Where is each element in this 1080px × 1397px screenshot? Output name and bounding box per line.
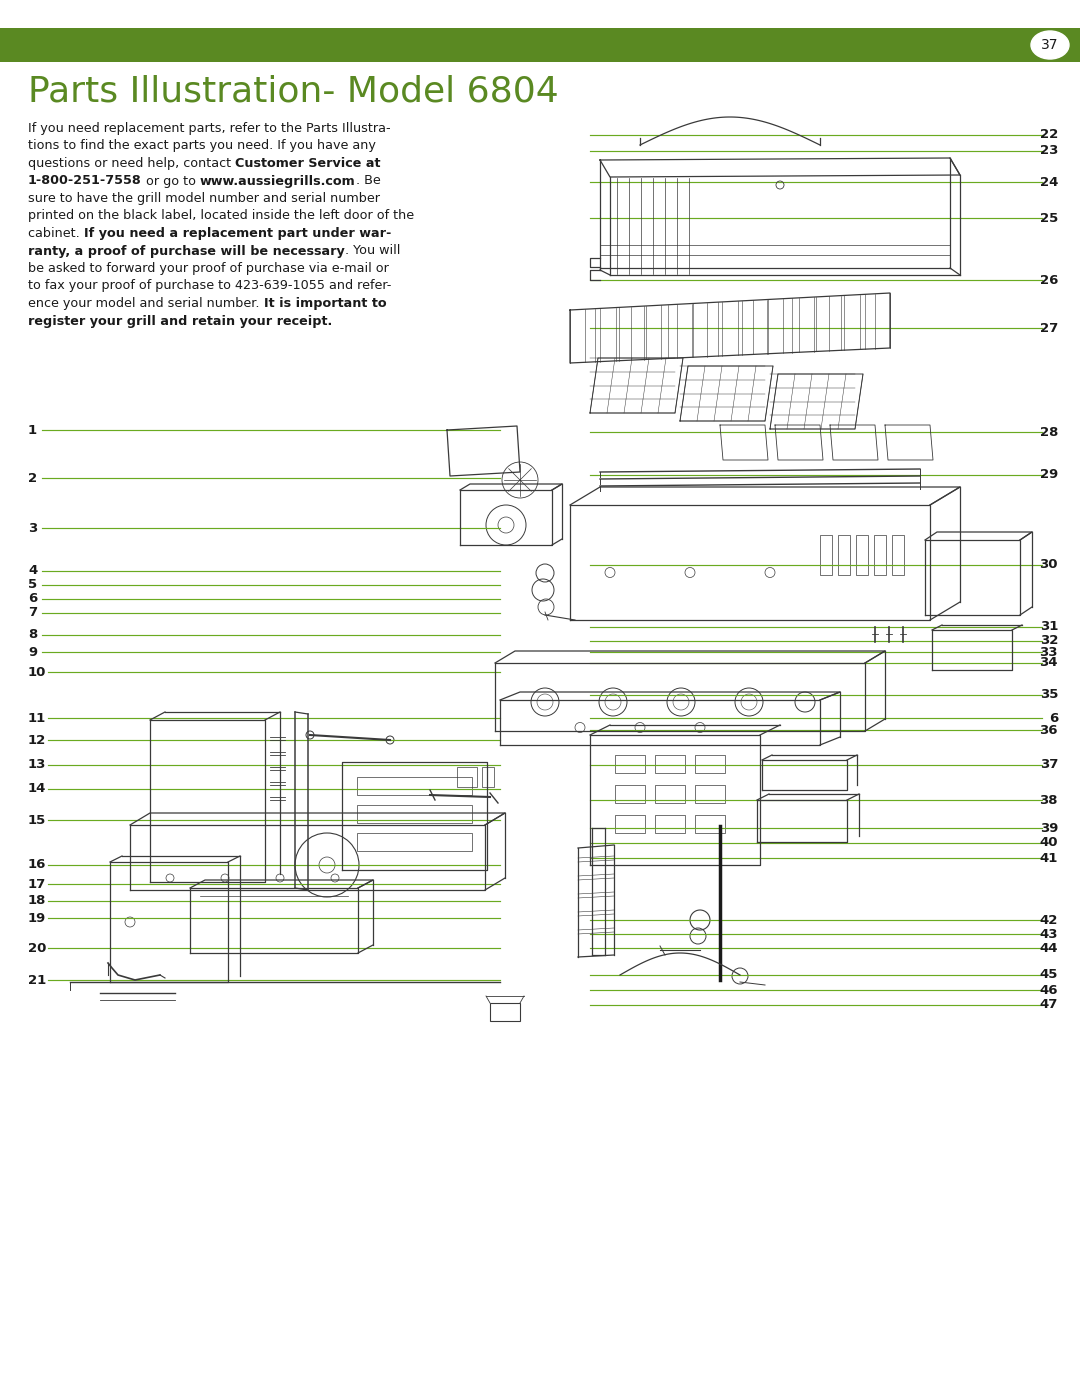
Text: Parts Illustration- Model 6804: Parts Illustration- Model 6804 — [28, 75, 558, 109]
Text: 17: 17 — [28, 877, 46, 890]
Text: 39: 39 — [1040, 821, 1058, 834]
Text: Customer Service at: Customer Service at — [235, 156, 380, 170]
Text: tions to find the exact parts you need. If you have any: tions to find the exact parts you need. … — [28, 140, 376, 152]
Text: . Be: . Be — [355, 175, 380, 187]
Bar — [654, 754, 685, 773]
Bar — [615, 754, 645, 773]
Bar — [856, 535, 868, 576]
Text: 37: 37 — [1041, 38, 1058, 52]
Text: cabinet.: cabinet. — [28, 226, 84, 240]
Text: ranty, a proof of purchase will be necessary: ranty, a proof of purchase will be neces… — [28, 244, 345, 257]
Text: 22: 22 — [1040, 129, 1058, 141]
Text: 27: 27 — [1040, 321, 1058, 334]
Bar — [696, 785, 725, 803]
Text: to fax your proof of purchase to 423-639-1055 and refer-: to fax your proof of purchase to 423-639… — [28, 279, 391, 292]
Text: register your grill and retain your receipt.: register your grill and retain your rece… — [28, 314, 333, 327]
Text: 42: 42 — [1040, 914, 1058, 926]
Text: 46: 46 — [1039, 983, 1058, 996]
Text: 28: 28 — [1040, 426, 1058, 439]
Text: 15: 15 — [28, 813, 46, 827]
Text: 33: 33 — [1039, 645, 1058, 658]
Text: 18: 18 — [28, 894, 46, 908]
Text: 34: 34 — [1039, 657, 1058, 669]
Text: 43: 43 — [1039, 928, 1058, 940]
Bar — [615, 814, 645, 833]
Text: 37: 37 — [1040, 759, 1058, 771]
Bar — [357, 833, 472, 851]
Text: 45: 45 — [1040, 968, 1058, 982]
Bar — [820, 535, 832, 576]
Text: sure to have the grill model number and serial number: sure to have the grill model number and … — [28, 191, 380, 205]
Text: 14: 14 — [28, 782, 46, 795]
Text: 23: 23 — [1040, 144, 1058, 158]
Text: 7: 7 — [28, 606, 37, 619]
Text: 6: 6 — [28, 592, 37, 605]
Bar — [874, 535, 886, 576]
Text: 38: 38 — [1039, 793, 1058, 806]
Text: 21: 21 — [28, 974, 46, 986]
Text: 35: 35 — [1040, 689, 1058, 701]
Bar — [0, 28, 1080, 61]
Text: 41: 41 — [1040, 852, 1058, 865]
Text: 2: 2 — [28, 472, 37, 485]
Text: 47: 47 — [1040, 999, 1058, 1011]
Text: . You will: . You will — [345, 244, 400, 257]
Text: printed on the black label, located inside the left door of the: printed on the black label, located insi… — [28, 210, 414, 222]
Text: 12: 12 — [28, 733, 46, 746]
Text: 19: 19 — [28, 911, 46, 925]
Text: 30: 30 — [1039, 559, 1058, 571]
Text: 25: 25 — [1040, 211, 1058, 225]
Text: 20: 20 — [28, 942, 46, 954]
Text: 4: 4 — [28, 564, 37, 577]
Text: 16: 16 — [28, 859, 46, 872]
Text: 36: 36 — [1039, 724, 1058, 736]
Text: 31: 31 — [1040, 620, 1058, 633]
Text: If you need a replacement part under war-: If you need a replacement part under war… — [84, 226, 391, 240]
Text: or go to: or go to — [141, 175, 200, 187]
Text: 13: 13 — [28, 759, 46, 771]
Text: It is important to: It is important to — [264, 298, 387, 310]
Text: If you need replacement parts, refer to the Parts Illustra-: If you need replacement parts, refer to … — [28, 122, 391, 136]
Text: 11: 11 — [28, 711, 46, 725]
Bar — [654, 814, 685, 833]
Text: 8: 8 — [28, 629, 37, 641]
Text: 6: 6 — [1049, 711, 1058, 725]
Bar — [654, 785, 685, 803]
Text: be asked to forward your proof of purchase via e-mail or: be asked to forward your proof of purcha… — [28, 263, 389, 275]
Text: 40: 40 — [1039, 837, 1058, 849]
Bar — [490, 1003, 519, 1021]
Bar — [457, 767, 477, 787]
Ellipse shape — [1031, 31, 1069, 59]
Bar — [357, 805, 472, 823]
Bar — [357, 777, 472, 795]
Bar — [482, 767, 494, 787]
Bar — [615, 785, 645, 803]
Text: 29: 29 — [1040, 468, 1058, 482]
Bar — [696, 814, 725, 833]
Text: ence your model and serial number.: ence your model and serial number. — [28, 298, 264, 310]
Text: 1: 1 — [28, 423, 37, 436]
Text: 24: 24 — [1040, 176, 1058, 189]
Text: 26: 26 — [1040, 274, 1058, 286]
Text: 3: 3 — [28, 521, 37, 535]
Text: 1-800-251-7558: 1-800-251-7558 — [28, 175, 141, 187]
Text: 44: 44 — [1039, 942, 1058, 954]
Text: 32: 32 — [1040, 634, 1058, 647]
Text: questions or need help, contact: questions or need help, contact — [28, 156, 235, 170]
Text: www.aussiegrills.com: www.aussiegrills.com — [200, 175, 355, 187]
Text: 9: 9 — [28, 645, 37, 658]
Bar — [696, 754, 725, 773]
Text: 10: 10 — [28, 665, 46, 679]
Bar — [892, 535, 904, 576]
Bar — [838, 535, 850, 576]
Text: 5: 5 — [28, 578, 37, 591]
